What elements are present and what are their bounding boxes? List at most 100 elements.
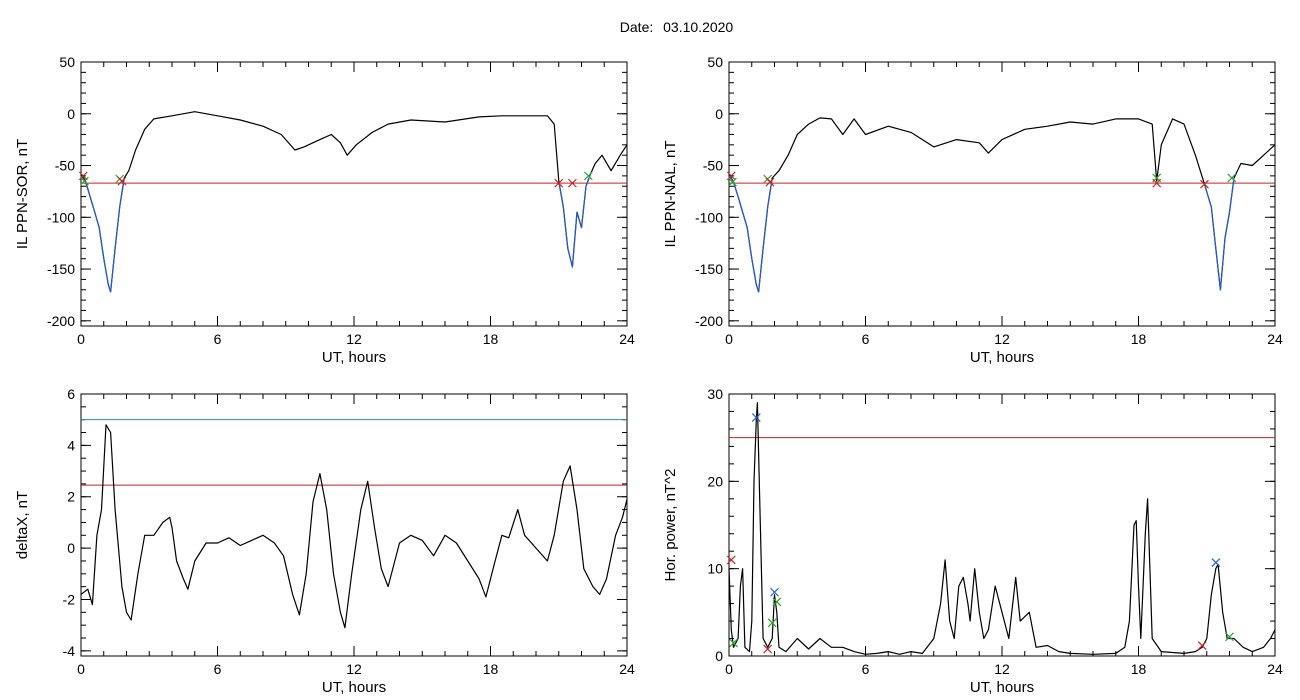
x-tick-label: 24 [619, 331, 635, 347]
panel-1: 0 6 12 18 24 -200 -150 -100 -50 0 50 UT, hours IL PP… [14, 54, 635, 366]
x-tick-label: 12 [994, 661, 1010, 677]
x-marker [763, 644, 773, 654]
x-marker [772, 597, 782, 607]
y-tick-label: 4 [67, 437, 75, 453]
x-marker [1227, 173, 1237, 183]
y-tick-label: 0 [67, 540, 75, 556]
x-marker-stroke [729, 638, 738, 648]
series-line [728, 175, 773, 293]
x-marker [117, 176, 127, 186]
date-title: Date: 03.10.2020 [0, 19, 1300, 35]
x-tick-label: 24 [619, 661, 635, 677]
x-marker-stroke [554, 178, 564, 188]
x-marker-stroke [1227, 173, 1237, 183]
panel-4: 0 6 12 18 24 0 10 20 30 UT, hours Hor. power, nT^2 [662, 386, 1283, 696]
y-tick-label: 50 [707, 54, 723, 70]
x-marker-stroke [1200, 179, 1209, 189]
y-tick-label: 0 [715, 106, 723, 122]
x-tick-label: 24 [1267, 661, 1283, 677]
x-marker-stroke [765, 177, 775, 187]
x-marker-stroke [751, 413, 761, 423]
series-line [80, 111, 628, 293]
y-tick-label: -150 [695, 261, 723, 277]
x-marker [583, 171, 593, 181]
y-tick-label: 0 [715, 648, 723, 664]
y-axis-title: Hor. power, nT^2 [662, 469, 679, 582]
series-line [728, 402, 1276, 655]
x-marker [729, 638, 738, 648]
x-tick-label: 0 [77, 661, 85, 677]
y-axis-title: IL PPN-NAL, nT [662, 141, 679, 248]
x-marker [1211, 558, 1221, 567]
x-tick-label: 24 [1267, 331, 1283, 347]
y-axis-title: deltaX, nT [14, 491, 31, 559]
x-tick-label: 12 [346, 331, 362, 347]
y-tick-label: -4 [63, 643, 76, 659]
x-tick-label: 12 [994, 331, 1010, 347]
series-line [80, 424, 628, 629]
x-marker-stroke [1211, 558, 1221, 567]
y-tick-label: 6 [67, 386, 75, 402]
x-tick-label: 6 [862, 331, 870, 347]
plot-frame [728, 61, 1276, 327]
x-marker-stroke [1225, 632, 1234, 642]
x-marker [567, 178, 577, 188]
x-tick-label: 6 [214, 661, 222, 677]
y-tick-label: -200 [47, 313, 75, 329]
x-tick-label: 18 [1131, 331, 1147, 347]
x-marker-stroke [1197, 641, 1207, 650]
x-axis-title: UT, hours [322, 349, 386, 366]
y-tick-label: 0 [67, 106, 75, 122]
series-line [1203, 177, 1235, 291]
x-tick-label: 6 [214, 331, 222, 347]
x-tick-label: 6 [862, 661, 870, 677]
y-tick-label: -2 [63, 591, 76, 607]
date-label: Date: [619, 19, 654, 35]
y-tick-label: 2 [67, 489, 75, 505]
x-marker-stroke [726, 555, 736, 565]
x-marker [1152, 178, 1162, 188]
y-tick-label: -150 [47, 261, 75, 277]
x-marker [554, 178, 564, 188]
x-marker-stroke [78, 171, 88, 181]
x-marker [770, 587, 779, 597]
x-marker-stroke [770, 587, 779, 597]
y-tick-label: -200 [695, 313, 723, 329]
x-tick-label: 18 [483, 331, 499, 347]
y-tick-label: 10 [707, 561, 723, 577]
y-tick-label: 20 [707, 473, 723, 489]
panel-2: 0 6 12 18 24 -200 -150 -100 -50 0 50 UT, hours IL PP… [662, 54, 1283, 366]
x-tick-label: 0 [725, 661, 733, 677]
x-marker [1200, 179, 1209, 189]
series-line [80, 175, 125, 293]
x-tick-label: 0 [77, 331, 85, 347]
x-marker-stroke [1152, 178, 1162, 188]
x-marker-stroke [567, 178, 577, 188]
plot-frame [728, 393, 1276, 657]
series-line [558, 173, 592, 268]
series-line [728, 117, 1276, 293]
x-marker [78, 171, 88, 181]
x-marker [726, 555, 736, 565]
x-tick-label: 12 [346, 661, 362, 677]
date-value: 03.10.2020 [663, 19, 734, 35]
x-tick-label: 18 [483, 661, 499, 677]
x-axis-title: UT, hours [322, 679, 386, 696]
x-marker-stroke [117, 176, 127, 186]
x-marker [727, 177, 737, 187]
x-axis-title: UT, hours [970, 349, 1034, 366]
y-tick-label: 50 [59, 54, 75, 70]
y-tick-label: 30 [707, 386, 723, 402]
plot-frame [80, 61, 628, 327]
y-tick-label: -100 [695, 209, 723, 225]
y-tick-label: -100 [47, 209, 75, 225]
x-marker [1225, 632, 1234, 642]
x-marker [751, 413, 761, 423]
x-tick-label: 18 [1131, 661, 1147, 677]
x-marker [79, 176, 89, 186]
x-marker-stroke [763, 644, 773, 654]
y-axis-title: IL PPN-SOR, nT [14, 139, 31, 249]
x-marker-stroke [727, 177, 737, 187]
